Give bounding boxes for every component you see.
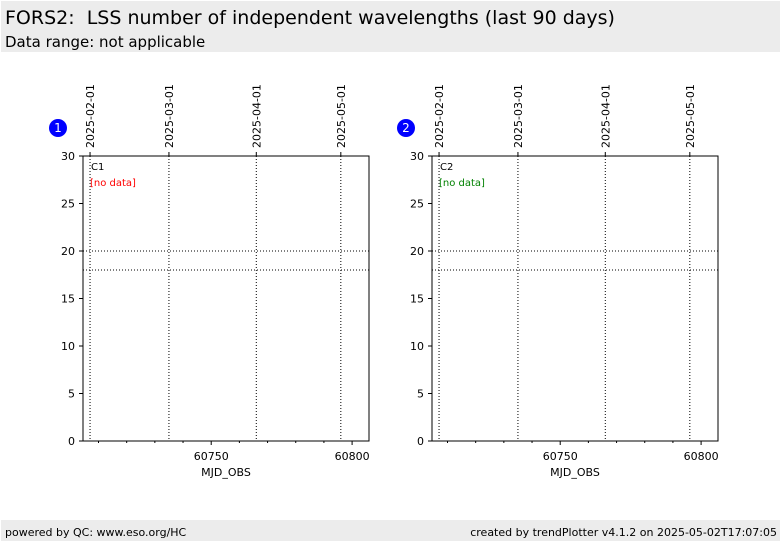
x-tick-label: 60750 bbox=[194, 450, 229, 463]
y-tick-label: 15 bbox=[410, 293, 424, 306]
y-tick-label: 20 bbox=[410, 245, 424, 258]
y-tick-label: 25 bbox=[410, 198, 424, 211]
plot-frame bbox=[82, 155, 370, 442]
date-tick-label: 2025-02-01 bbox=[433, 84, 446, 148]
panel-label: C1 bbox=[91, 162, 104, 173]
page-footer: powered by QC: www.eso.org/HC created by… bbox=[1, 520, 780, 541]
page-subtitle: Data range: not applicable bbox=[5, 33, 206, 51]
date-tick-label: 2025-04-01 bbox=[250, 84, 263, 148]
y-tick-label: 10 bbox=[410, 340, 424, 353]
chart-panel-2 bbox=[397, 119, 719, 445]
panel-badge-label: 2 bbox=[402, 121, 410, 135]
panel-badge-label: 1 bbox=[54, 121, 62, 135]
no-data-label: [no data] bbox=[90, 178, 136, 189]
date-tick-label: 2025-03-01 bbox=[512, 84, 525, 148]
chart-panel-1 bbox=[49, 119, 370, 445]
page-header: FORS2: LSS number of independent wavelen… bbox=[1, 1, 780, 52]
y-tick-label: 20 bbox=[61, 245, 75, 258]
date-tick-label: 2025-04-01 bbox=[599, 84, 612, 148]
y-tick-label: 0 bbox=[417, 435, 424, 448]
x-tick-label: 60800 bbox=[684, 450, 719, 463]
panel-badge bbox=[397, 119, 415, 137]
date-tick-label: 2025-05-01 bbox=[684, 84, 697, 148]
date-tick-label: 2025-02-01 bbox=[84, 84, 97, 148]
x-axis-label: MJD_OBS bbox=[550, 466, 600, 479]
y-tick-label: 15 bbox=[61, 293, 75, 306]
date-tick-label: 2025-03-01 bbox=[163, 84, 176, 148]
no-data-label: [no data] bbox=[439, 178, 485, 189]
y-tick-label: 0 bbox=[68, 435, 75, 448]
y-tick-label: 30 bbox=[61, 150, 75, 163]
date-tick-label: 2025-05-01 bbox=[335, 84, 348, 148]
y-tick-label: 30 bbox=[410, 150, 424, 163]
footer-credit: powered by QC: www.eso.org/HC bbox=[5, 526, 187, 539]
panel-label: C2 bbox=[440, 162, 453, 173]
page-title: FORS2: LSS number of independent wavelen… bbox=[5, 7, 615, 29]
x-tick-label: 60800 bbox=[335, 450, 370, 463]
x-tick-label: 60750 bbox=[543, 450, 578, 463]
x-axis-label: MJD_OBS bbox=[201, 466, 251, 479]
y-tick-label: 5 bbox=[68, 388, 75, 401]
panel-badge bbox=[49, 119, 67, 137]
y-tick-label: 5 bbox=[417, 388, 424, 401]
y-tick-label: 25 bbox=[61, 198, 75, 211]
y-tick-label: 10 bbox=[61, 340, 75, 353]
plot-frame bbox=[431, 155, 719, 442]
footer-created: created by trendPlotter v4.1.2 on 2025-0… bbox=[470, 526, 777, 539]
